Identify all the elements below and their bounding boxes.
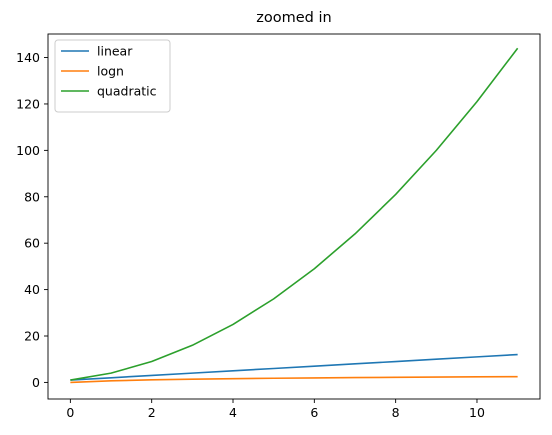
series-line-logn — [70, 375, 518, 384]
y-tick-label: 80 — [24, 189, 40, 204]
x-tick-label: 2 — [148, 405, 156, 420]
plot-frame — [47, 33, 541, 400]
plot-lines — [70, 47, 519, 384]
y-tick-label: 40 — [24, 282, 40, 297]
legend-label-logn: logn — [97, 64, 124, 79]
legend: linear logn quadratic — [54, 39, 171, 113]
x-tick-label: 10 — [469, 405, 485, 420]
y-tick-label: 60 — [24, 236, 40, 251]
y-tick-label: 20 — [24, 329, 40, 344]
chart-title: zoomed in — [256, 10, 331, 26]
x-tick-label: 0 — [66, 405, 74, 420]
y-tick-label: 120 — [16, 96, 40, 111]
x-tick-label: 8 — [392, 405, 400, 420]
x-tick-label: 6 — [310, 405, 318, 420]
legend-label-linear: linear — [97, 44, 133, 59]
legend-label-quadratic: quadratic — [97, 84, 157, 99]
x-tick-label: 4 — [229, 405, 237, 420]
legend-box — [54, 39, 171, 113]
y-tick-label: 100 — [16, 143, 40, 158]
y-tick-label: 140 — [16, 50, 40, 65]
y-tick-label: 0 — [32, 375, 40, 390]
series-line-quadratic — [70, 47, 519, 381]
series-line-linear — [70, 353, 518, 381]
